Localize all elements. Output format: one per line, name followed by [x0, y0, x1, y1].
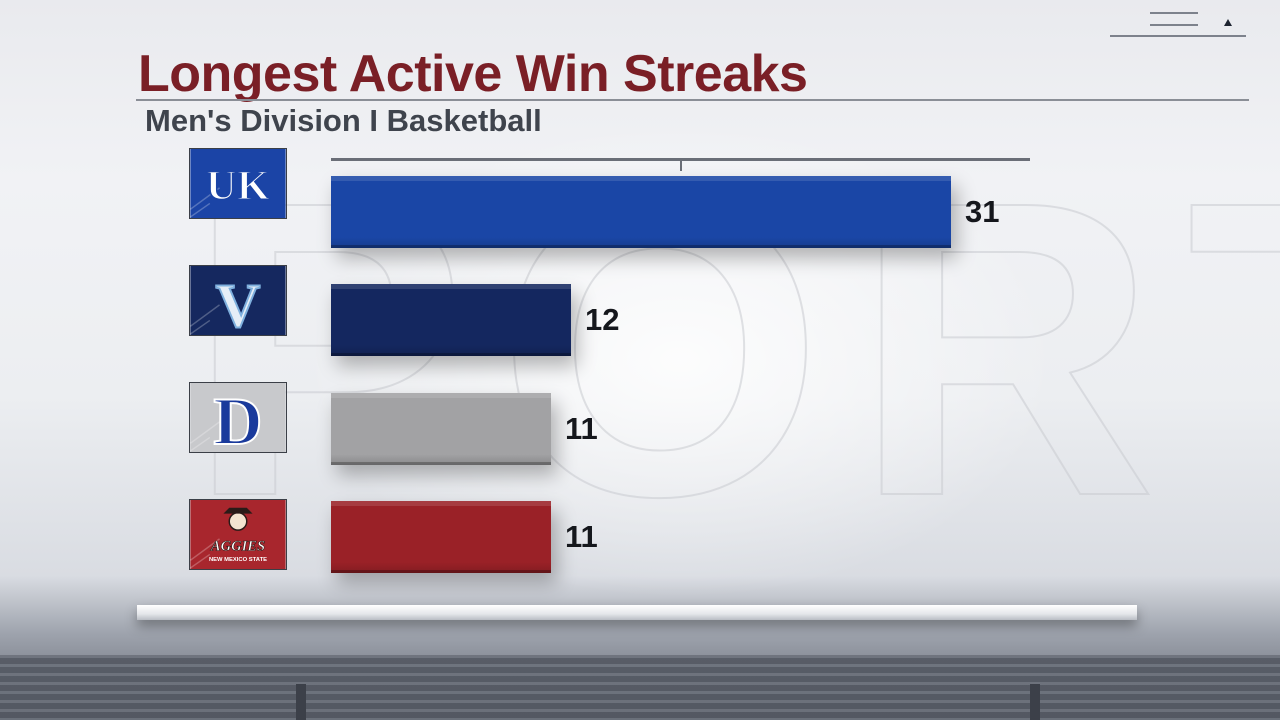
chart-title: Longest Active Win Streaks — [138, 45, 808, 103]
bar-new-mexico-state — [331, 501, 551, 573]
bar-value-label: 11 — [565, 411, 598, 446]
logo-text: V — [216, 272, 261, 335]
triangle-icon — [1224, 19, 1232, 26]
title-rule — [136, 99, 1249, 101]
nmsu-logo-subtext: NEW MEXICO STATE — [209, 557, 267, 563]
villanova-v-logo-icon: V — [189, 265, 287, 336]
nmsu-aggies-logo-icon: NEW MEXICO STATE AGGIES — [189, 499, 287, 570]
logo-text: UK — [206, 163, 270, 210]
floor-pillar — [1030, 684, 1040, 720]
bar-value-label: 31 — [965, 194, 1000, 229]
bar-duke — [331, 393, 551, 465]
bar-villanova — [331, 284, 571, 356]
top-corner-decor — [1108, 8, 1248, 40]
floor-stripes — [0, 655, 1280, 720]
kentucky-uk-logo-icon: UK — [189, 148, 287, 219]
bar-kentucky — [331, 176, 951, 248]
chart-shelf — [137, 605, 1137, 620]
axis-tick — [680, 158, 682, 171]
logo-text: D — [213, 383, 262, 452]
duke-d-logo-icon: D — [189, 382, 287, 453]
bar-value-label: 12 — [585, 302, 620, 337]
chart-subtitle: Men's Division I Basketball — [145, 103, 542, 138]
bar-value-label: 11 — [565, 519, 598, 554]
logo-text: AGGIES — [210, 539, 265, 555]
floor-pillar — [296, 684, 306, 720]
